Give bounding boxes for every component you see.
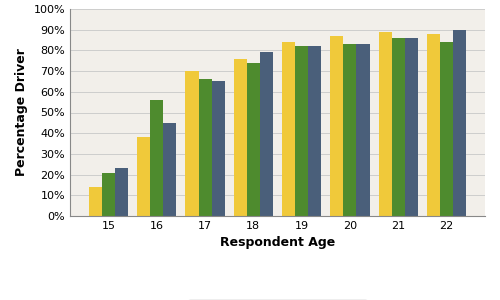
Bar bbox=[164, 123, 176, 216]
Y-axis label: Percentage Driver: Percentage Driver bbox=[15, 49, 28, 176]
Bar bbox=[427, 34, 440, 216]
Bar bbox=[344, 44, 356, 216]
Bar bbox=[453, 30, 466, 216]
Bar bbox=[137, 137, 150, 216]
Bar bbox=[405, 38, 418, 216]
Bar bbox=[89, 187, 102, 216]
Bar bbox=[115, 168, 128, 216]
Bar bbox=[234, 59, 247, 216]
Bar bbox=[356, 44, 370, 216]
Bar bbox=[260, 52, 273, 216]
Bar bbox=[308, 46, 321, 216]
Bar bbox=[102, 172, 115, 216]
Bar bbox=[378, 32, 392, 216]
Bar bbox=[440, 42, 453, 216]
Bar bbox=[295, 46, 308, 216]
Bar bbox=[247, 63, 260, 216]
X-axis label: Respondent Age: Respondent Age bbox=[220, 236, 335, 249]
Bar bbox=[186, 71, 198, 216]
Bar bbox=[282, 42, 295, 216]
Bar bbox=[198, 80, 211, 216]
Bar bbox=[330, 36, 344, 216]
Bar bbox=[150, 100, 164, 216]
Bar bbox=[212, 81, 224, 216]
Bar bbox=[392, 38, 405, 216]
